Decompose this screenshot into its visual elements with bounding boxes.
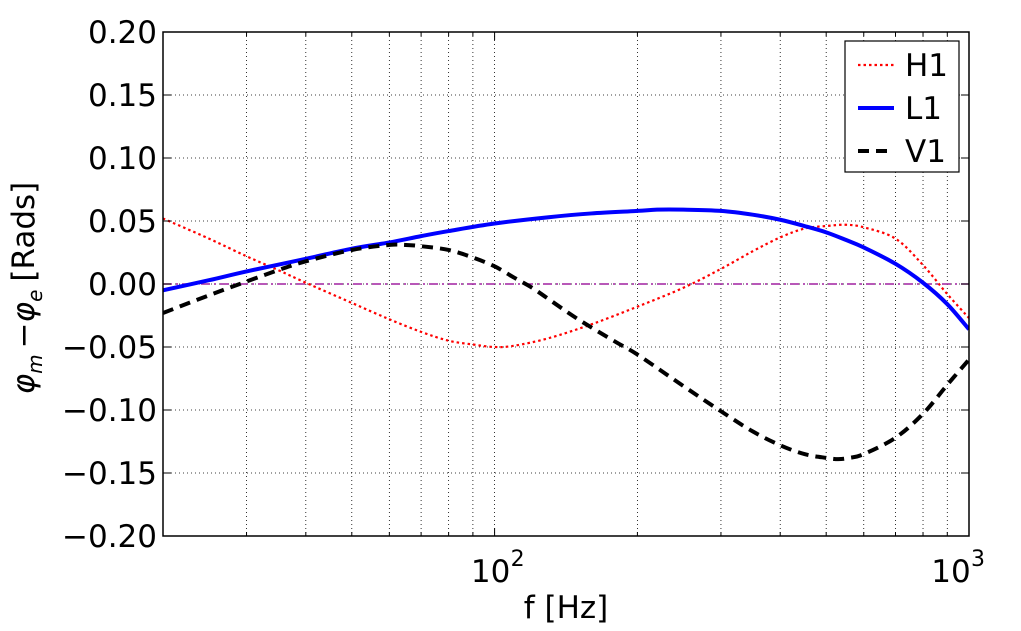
y-tick-label: −0.20 [62,519,157,555]
x-tick-label-exponent: 2 [511,547,525,572]
legend-label-h1: H1 [905,48,948,84]
x-tick-label-exponent: 3 [971,547,985,572]
series-h1-line [163,217,969,349]
y-tick-label: −0.05 [62,330,157,366]
y-tick-label: 0.15 [88,78,157,114]
y-tick-label: 0.20 [88,15,157,51]
y-tick-label: 0.00 [88,267,157,303]
ticks: −0.20 −0.15 −0.10 −0.05 0.00 0.05 0.10 0.15 0.20… [62,15,985,590]
x-tick-label-base: 10 [471,554,510,590]
legend-label-v1: V1 [905,134,946,170]
y-label-sub-m: m [23,354,47,373]
series-layer [163,207,969,462]
y-tick-label: −0.10 [62,393,157,429]
x-tick-label-base: 10 [931,554,970,590]
y-tick-label: 0.05 [88,204,157,240]
y-label-sub-e: e [23,290,47,302]
y-tick-label: −0.15 [62,456,157,492]
y-label-phi-m: φ [6,373,42,394]
y-label-phi-e: φ [6,301,42,322]
y-label-unit: [Rads] [6,182,42,282]
axis-labels: f [Hz] φm−φe[Rads] [6,182,608,626]
y-tick-label: 0.10 [88,141,157,177]
series-v1-line [163,242,969,462]
legend-label-l1: L1 [905,91,942,127]
y-label-minus: − [6,322,42,348]
legend: H1 L1 V1 [844,40,960,173]
y-axis-label: φm−φe[Rads] [6,182,47,395]
x-axis-label: f [Hz] [524,590,609,626]
